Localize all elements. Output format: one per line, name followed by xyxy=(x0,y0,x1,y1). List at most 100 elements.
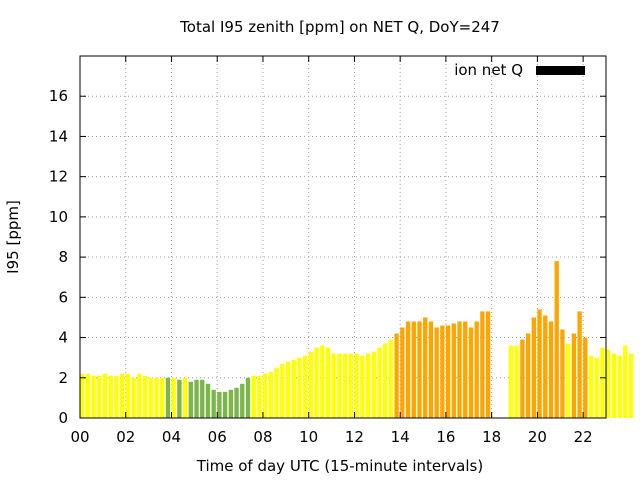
bar xyxy=(211,389,216,418)
bar xyxy=(423,317,428,418)
bar xyxy=(617,355,622,418)
y-axis-label: I95 [ppm] xyxy=(4,200,22,274)
bar xyxy=(383,343,388,418)
bar xyxy=(348,353,354,418)
bar xyxy=(222,391,228,418)
bar xyxy=(177,379,182,418)
bar xyxy=(611,353,617,418)
bar xyxy=(428,321,434,418)
bar xyxy=(314,347,319,418)
x-tick-label: 14 xyxy=(391,428,410,446)
bar xyxy=(451,323,456,418)
x-tick-label: 10 xyxy=(299,428,318,446)
bar xyxy=(628,353,634,418)
legend-label: ion net Q xyxy=(454,61,523,79)
bar xyxy=(160,377,165,418)
bar xyxy=(325,347,331,418)
bar xyxy=(417,321,422,418)
x-tick-label: 12 xyxy=(345,428,364,446)
bar xyxy=(337,353,342,418)
x-tick-label: 06 xyxy=(208,428,227,446)
y-tick-label: 12 xyxy=(49,168,68,186)
bar xyxy=(262,373,268,418)
bar xyxy=(240,383,245,418)
bar xyxy=(308,351,314,418)
bar xyxy=(297,357,302,418)
bar xyxy=(171,377,176,418)
bar xyxy=(245,377,251,418)
bar xyxy=(623,345,628,418)
bar xyxy=(188,381,193,418)
bar xyxy=(411,321,416,418)
bar xyxy=(85,373,91,418)
y-tick-label: 2 xyxy=(58,369,68,387)
bar xyxy=(560,329,565,418)
bar xyxy=(125,373,131,418)
x-tick-label: 18 xyxy=(482,428,501,446)
bar xyxy=(600,347,605,418)
bar xyxy=(97,375,102,418)
bar xyxy=(474,321,479,418)
bar xyxy=(537,309,542,418)
y-tick-label: 10 xyxy=(49,208,68,226)
bar xyxy=(114,375,119,418)
bar xyxy=(485,311,491,418)
bar xyxy=(520,339,525,418)
bar xyxy=(525,333,531,418)
bar xyxy=(463,321,468,418)
bar xyxy=(571,333,577,418)
bar xyxy=(234,387,239,418)
x-tick-labels: 00 02 04 06 08 10 12 14 16 18 20 22 xyxy=(70,428,592,446)
legend: ion net Q xyxy=(454,61,585,79)
bar xyxy=(371,351,376,418)
bar xyxy=(165,377,171,418)
bar xyxy=(228,389,233,418)
bar xyxy=(548,321,554,418)
bar xyxy=(531,317,537,418)
bar xyxy=(343,353,348,418)
bar xyxy=(274,367,279,418)
bar xyxy=(142,375,148,418)
bar xyxy=(480,311,485,418)
bar xyxy=(148,377,153,418)
bar xyxy=(588,355,594,418)
y-tick-label: 4 xyxy=(58,329,68,347)
bar xyxy=(320,345,325,418)
y-tick-labels: 0 2 4 6 8 10 12 14 16 xyxy=(49,87,68,427)
plot-frame xyxy=(79,55,607,419)
y-tick-label: 16 xyxy=(49,87,68,105)
bar xyxy=(606,349,611,418)
bar xyxy=(508,345,514,418)
x-tick-label: 04 xyxy=(162,428,181,446)
bars xyxy=(80,261,634,418)
x-axis-label: Time of day UTC (15-minute intervals) xyxy=(196,457,483,475)
bar xyxy=(405,321,411,418)
bar xyxy=(251,375,256,418)
bar xyxy=(257,375,262,418)
bar xyxy=(377,347,382,418)
x-tick-label: 00 xyxy=(70,428,89,446)
bar xyxy=(331,353,336,418)
bar xyxy=(217,391,222,418)
bar xyxy=(285,361,291,418)
bar xyxy=(108,375,113,418)
bar xyxy=(80,373,85,418)
bar xyxy=(457,321,462,418)
bar xyxy=(514,345,519,418)
bar xyxy=(543,315,548,418)
bar xyxy=(594,357,599,418)
y-tick-label: 0 xyxy=(58,409,68,427)
bar xyxy=(194,379,199,418)
x-tick-label: 22 xyxy=(574,428,593,446)
x-tick-label: 02 xyxy=(116,428,135,446)
y-tick-label: 8 xyxy=(58,248,68,266)
grid xyxy=(80,56,606,418)
bar xyxy=(434,327,439,418)
bar xyxy=(354,353,359,418)
bar xyxy=(583,337,588,418)
bar xyxy=(120,373,125,418)
y-tick-label: 14 xyxy=(49,127,68,145)
bar xyxy=(394,333,399,418)
bar xyxy=(565,343,571,418)
